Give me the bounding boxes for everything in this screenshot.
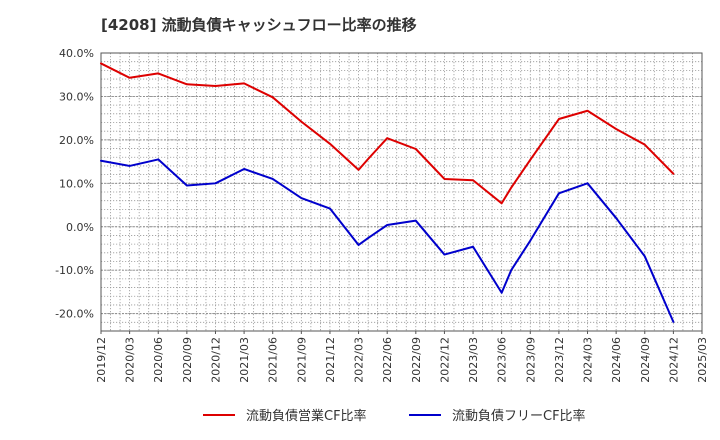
y-tick-label: -10.0% (55, 264, 94, 277)
x-tick-label: 2020/09 (181, 337, 194, 383)
series-lines (100, 62, 675, 323)
x-tick-label: 2022/06 (381, 337, 394, 383)
y-tick-label: 20.0% (59, 134, 94, 147)
y-tick-label: 10.0% (59, 177, 94, 190)
axes: 40.0% 30.0% 20.0% 10.0% 0.0% -10.0% -20.0% 2019… (55, 47, 709, 383)
x-tick-label: 2021/12 (324, 337, 337, 383)
x-tick-label: 2019/12 (95, 337, 108, 383)
x-tick-label: 2023/12 (553, 337, 566, 383)
x-tick-label: 2023/09 (524, 337, 537, 383)
x-tick-label: 2023/03 (467, 337, 480, 383)
x-tick-label: 2020/03 (124, 337, 137, 383)
y-tick-label: 30.0% (59, 90, 94, 103)
y-tick-label: 40.0% (59, 47, 94, 60)
x-tick-label: 2023/06 (496, 337, 509, 383)
plot-border (100, 52, 703, 332)
legend-label-0: 流動負債営業CF比率 (246, 408, 367, 424)
x-tick-label: 2020/12 (209, 337, 222, 383)
x-tick-label: 2022/12 (438, 337, 451, 383)
x-tick-label: 2025/03 (696, 337, 709, 383)
legend: 流動負債営業CF比率 流動負債フリーCF比率 (203, 408, 586, 424)
x-tick-label: 2021/03 (238, 337, 251, 383)
x-tick-label: 2021/09 (295, 337, 308, 383)
x-tick-label: 2024/09 (639, 337, 652, 383)
series-line-0 (100, 62, 675, 205)
x-tick-label: 2024/06 (610, 337, 623, 383)
y-tick-label: -20.0% (55, 308, 94, 321)
x-tick-label: 2022/03 (353, 337, 366, 383)
x-tick-label: 2020/06 (152, 337, 165, 383)
x-tick-label: 2021/06 (267, 337, 280, 383)
series-line-1 (100, 158, 675, 323)
grid (101, 52, 702, 331)
x-tick-label: 2024/12 (667, 337, 680, 383)
y-tick-label: 0.0% (66, 221, 94, 234)
legend-label-1: 流動負債フリーCF比率 (452, 408, 586, 424)
x-tick-label: 2022/09 (410, 337, 423, 383)
chart-title: [4208] 流動負債キャッシュフロー比率の推移 (101, 16, 417, 34)
x-tick-label: 2024/03 (582, 337, 595, 383)
